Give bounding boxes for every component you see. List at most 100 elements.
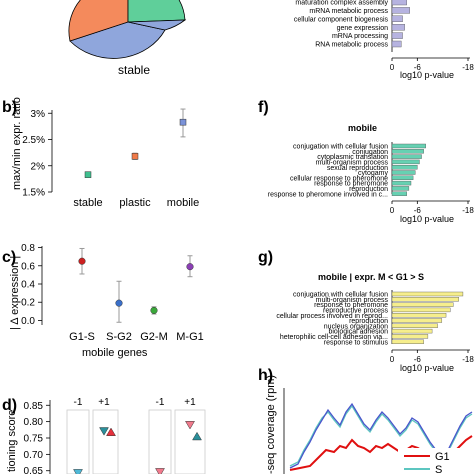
f-category-label: multi-organism process — [316, 160, 389, 167]
f-category-label: response to pheromone — [314, 181, 388, 188]
e-category-label: RNA metabolic process — [315, 42, 388, 49]
e-bar — [391, 0, 407, 6]
c-xtick-label: M-G1 — [176, 331, 204, 343]
panel-d-box-3 — [148, 409, 172, 474]
c-point-G2-M — [150, 306, 158, 314]
f-category-label: conjugation — [352, 149, 388, 156]
c-point-G1-S — [78, 257, 86, 265]
e-xtick-label: -6 — [414, 63, 422, 72]
g-bar — [391, 302, 454, 307]
d-point-down — [73, 469, 83, 474]
e-bar — [391, 15, 403, 23]
g-bar — [391, 291, 464, 297]
b-ytick-label: 3% — [31, 109, 46, 120]
g-category-label: conjugation with cellular fusion — [293, 292, 388, 299]
panel-d-ylabel: tioning score — [6, 410, 18, 472]
c-xtick-label: G1-S — [69, 331, 95, 343]
d-ytick-label: 0.85 — [24, 401, 44, 412]
b-point-stable — [84, 171, 92, 178]
b-point-mobile — [179, 118, 187, 126]
c-ytick-label: 0.8 — [21, 243, 35, 254]
f-xtick-label: -18 — [462, 206, 474, 215]
g-bar — [391, 313, 447, 318]
e-xtick-label: -18 — [462, 63, 474, 72]
f-xtick-label: -6 — [414, 206, 422, 215]
g-bar — [391, 323, 438, 328]
e-bar — [391, 40, 402, 48]
panel-d: d) tioning score 0.65 0.70 0.75 0.80 0.85 -1… — [2, 397, 206, 474]
b-point-plastic — [131, 153, 139, 160]
f-bar — [391, 143, 426, 149]
e-bar — [391, 24, 405, 31]
g-xtick-label: -18 — [462, 355, 474, 364]
f-category-label: cytogamy — [358, 170, 388, 177]
d-point-down — [185, 421, 195, 430]
panel-c-ylabel: | Δ expression | — [9, 256, 21, 330]
f-bar — [391, 154, 422, 159]
g-bar — [391, 307, 451, 313]
b-xtick-label: stable — [73, 197, 102, 209]
c-ytick-label: 0.2 — [21, 298, 35, 309]
e-category-label: mRNA metabolic process — [309, 8, 388, 15]
f-bar — [391, 186, 410, 191]
f-category-label: conjugation with cellular fusion — [293, 144, 388, 151]
e-xtick-label: 0 — [390, 63, 395, 72]
panel-b: b) max/min expr. ratio 1.5% 2% 2.5% 3% stab… — [2, 97, 199, 209]
c-point-S-G2 — [115, 299, 123, 307]
panel-b-ylabel: max/min expr. ratio — [11, 97, 23, 190]
d-ytick-label: 0.80 — [24, 417, 44, 428]
g-bar — [391, 339, 424, 344]
d-ytick-label: 0.70 — [24, 450, 44, 461]
c-ytick-label: 0.0 — [21, 316, 35, 327]
f-bar — [391, 180, 412, 186]
f-bar — [391, 159, 420, 165]
d-group-label: -1 — [74, 397, 83, 408]
e-bar — [391, 32, 403, 39]
pie-slice-blue — [69, 21, 166, 59]
panel-g-letter: g) — [258, 249, 273, 266]
g-bar — [391, 328, 433, 334]
panel-f-letter: f) — [258, 99, 269, 116]
d-point-down — [155, 468, 165, 474]
b-xtick-label: plastic — [119, 197, 151, 209]
legend-label-s: S — [435, 464, 442, 474]
g-category-label: response to pheromone — [314, 302, 388, 309]
panel-d-box-2 — [92, 409, 119, 474]
g-category-label: response to stimulus — [324, 339, 389, 346]
panel-h-letter: h) — [258, 367, 273, 384]
f-xtick-label: 0 — [390, 206, 395, 215]
f-bar — [391, 191, 407, 196]
f-category-label: sexual reproduction — [327, 165, 388, 172]
g-xtick-label: -6 — [414, 355, 422, 364]
g-category-label: reproductive process — [323, 308, 388, 315]
f-category-label: reproduction — [349, 186, 388, 193]
legend-label-g1: G1 — [435, 451, 450, 463]
panel-h-ylabel: -seq coverage (rpm) — [265, 375, 277, 474]
g-category-label: multi-organism process — [316, 297, 389, 304]
c-ytick-label: 0.6 — [21, 261, 35, 272]
panel-g: g) mobile | expr. M < G1 > S conjugation… — [258, 249, 474, 373]
panel-b-letter: b) — [2, 99, 17, 116]
e-category-label: mRNA processing — [332, 33, 388, 40]
pie-slice-blue-2 — [127, 19, 187, 31]
f-bar — [391, 149, 424, 154]
g-category-label: nucleus organization — [324, 323, 388, 330]
g-bar — [391, 334, 429, 339]
g-bar — [391, 318, 443, 323]
c-xtick-label: S-G2 — [106, 331, 132, 343]
d-point-up — [106, 427, 116, 436]
g-xtick-label: 0 — [390, 355, 395, 364]
panel-e-xlabel: log10 p-value — [400, 70, 454, 80]
panel-f-xlabel: log10 p-value — [400, 214, 454, 224]
d-group-label: +1 — [98, 397, 110, 408]
e-bar — [391, 7, 410, 14]
g-category-label: cellular process involved in reprod... — [276, 313, 388, 320]
panel-d-box-1 — [66, 409, 90, 474]
panel-g-title: mobile | expr. M < G1 > S — [318, 272, 424, 282]
d-point-up — [192, 431, 202, 441]
panel-d-box-4 — [174, 409, 206, 474]
pie-slice-orange — [68, 0, 129, 42]
f-bar — [391, 170, 416, 175]
